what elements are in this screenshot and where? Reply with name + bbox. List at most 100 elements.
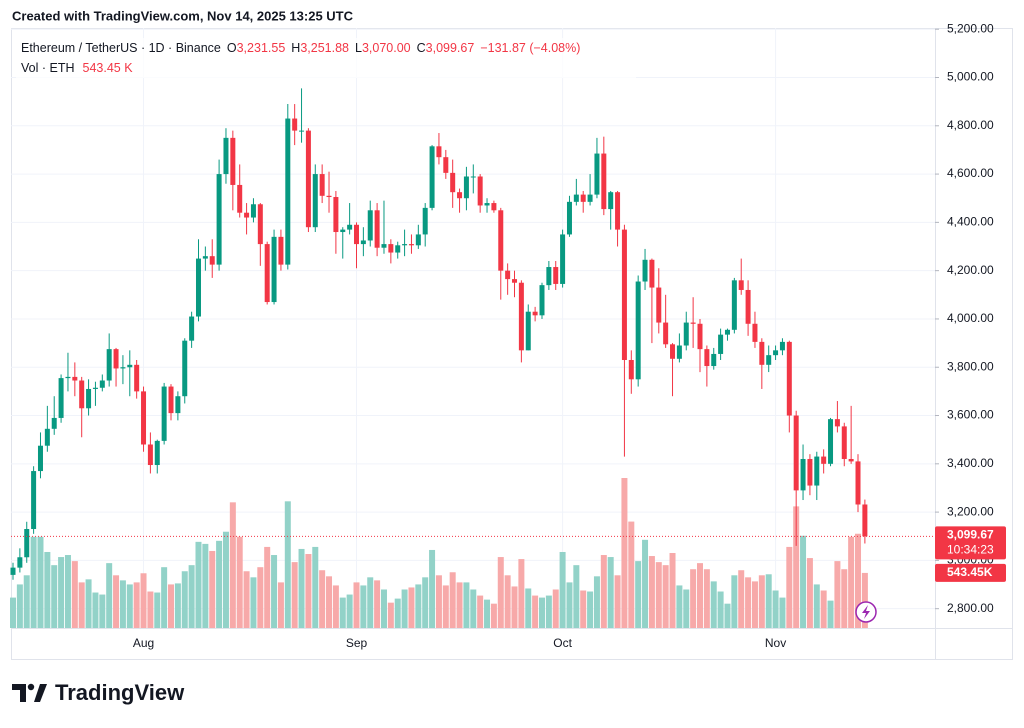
volume-bar [140,573,147,628]
y-tick-label: 4,200.00 [947,263,994,277]
y-tick-label: 4,600.00 [947,166,994,180]
candle-body [395,245,401,253]
candle-body [594,153,600,195]
candle-body [244,212,250,218]
change: −131.87 (−4.08%) [480,41,580,55]
candle-body [642,259,648,282]
candle-body [690,322,696,324]
candle-body [436,146,442,158]
ohlc-value: 3,070.00 [362,41,411,55]
candle-body [429,146,435,208]
ohlc-value: 3,251.88 [300,41,349,55]
y-tick-label: 3,800.00 [947,359,994,373]
volume-bar [16,584,23,628]
candle-body [539,285,545,316]
candle-body [532,311,538,316]
volume-bar [23,575,30,628]
y-tick-label: 5,000.00 [947,70,994,84]
plot-area [10,28,935,628]
volume-bar [566,582,573,628]
candle-body [752,323,758,342]
logo-mark [34,684,47,702]
volume-bar [834,561,841,628]
volume-bar [490,603,497,628]
volume-bar [463,582,470,628]
candle-body [498,210,504,271]
volume-bar [429,549,436,628]
volume-bar [380,589,387,628]
candle-body [566,201,572,235]
candle-body [814,456,820,486]
candle-body [512,279,518,283]
candle-body [72,376,78,381]
volume-bar [827,600,834,628]
candle-body [649,259,655,288]
candle-body [113,349,119,369]
candle-body [676,345,682,359]
candle-body [120,367,126,369]
volume-bar [731,575,738,628]
candle-body [807,458,813,486]
volume-bar [511,586,518,628]
volume-bar [765,574,772,628]
candle-body [491,203,497,211]
volume-bar [724,603,731,628]
volume-bar [277,582,284,628]
candle-body [31,471,37,530]
last-volume-label: 543.45K [947,565,993,579]
candle-body [697,323,703,350]
candle-body [195,258,201,317]
volume-bar [188,565,195,628]
volume-bar [353,582,360,628]
y-tick-label: 4,000.00 [947,311,994,325]
volume-bar [64,555,71,628]
y-tick-label: 2,800.00 [947,601,994,615]
candle-body [127,364,133,368]
candle-body [786,341,792,416]
volume-bar [758,575,765,628]
volume-bar [573,565,580,628]
volume-bar [305,554,312,628]
candle-body [381,244,387,248]
candle-body [862,504,868,537]
volume-bar [559,551,566,628]
candle-body [175,396,181,414]
volume-bar [422,577,429,628]
volume-bar [504,575,511,628]
candle-body [305,130,311,228]
volume-bar [861,572,868,628]
volume-bar [772,590,779,628]
candle-body [800,458,806,491]
volume-bar [284,501,291,628]
volume-bar [51,565,58,628]
volume-bar [174,583,181,628]
volume-bar [222,531,229,628]
volume-bar [477,595,484,628]
candle-body [711,353,717,367]
volume-bar [271,555,278,628]
volume-bar [326,576,333,628]
y-tick-label: 4,400.00 [947,215,994,229]
volume-value: 543.45 K [83,61,134,75]
candle-body [546,267,552,286]
candle-body [477,176,483,206]
x-tick-label: Oct [553,636,572,650]
candle-body [347,224,353,230]
volume-bar [470,589,477,628]
volume-bar [587,591,594,628]
candle-body [759,341,765,365]
volume-bar [243,571,250,628]
volume-bar [209,550,216,628]
candle-body [354,224,359,245]
price-axis: 2,800.003,000.003,200.003,400.003,600.00… [133,21,1006,650]
candle-body [168,386,174,414]
volume-bar [312,546,319,628]
volume-bar [367,577,374,628]
volume-bar [78,582,85,628]
candle-body [154,440,160,466]
candle-body [408,244,414,246]
volume-bar [662,565,669,628]
x-tick-label: Nov [765,636,786,650]
last-price-label: 3,099.67 [947,528,994,542]
volume-bar [717,591,724,628]
